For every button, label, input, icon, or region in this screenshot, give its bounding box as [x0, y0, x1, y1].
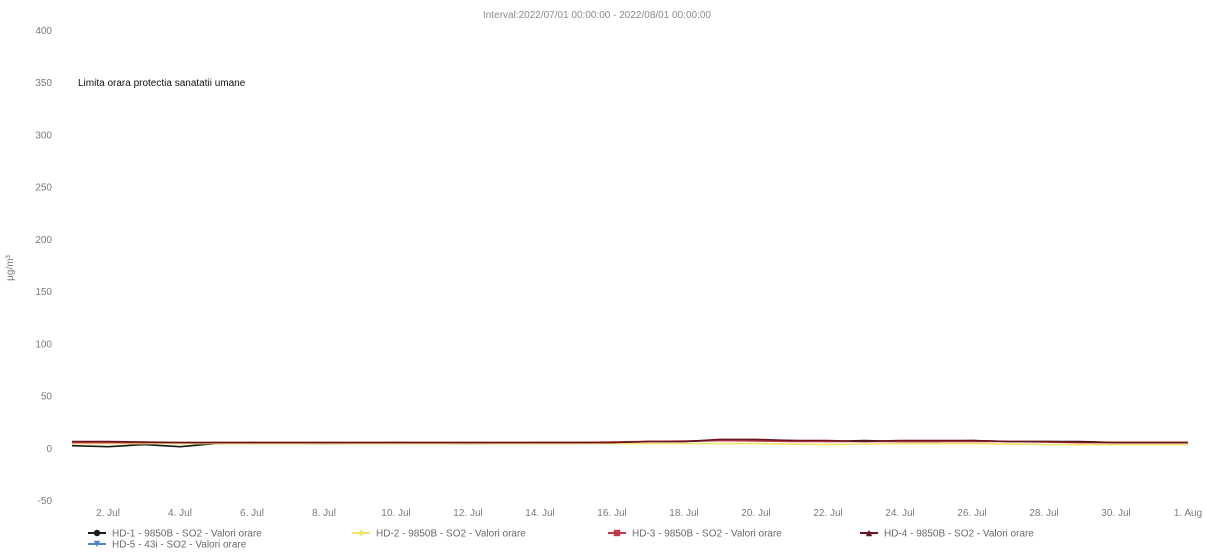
y-tick-label: 50: [41, 392, 53, 403]
chart-title: Interval:2022/07/01 00:00:00 - 2022/08/0…: [483, 10, 711, 21]
x-tick-label: 2. Jul: [96, 508, 120, 519]
legend-label: HD-4 - 9850B - SO2 - Valori orare: [884, 529, 1034, 540]
x-tick-label: 30. Jul: [1101, 508, 1130, 519]
legend-item[interactable]: HD-1 - 9850B - SO2 - Valori orare: [88, 529, 262, 540]
legend-marker: [357, 529, 365, 537]
x-tick-label: 6. Jul: [240, 508, 264, 519]
y-tick-label: 300: [35, 130, 52, 141]
x-tick-label: 18. Jul: [669, 508, 698, 519]
y-tick-label: 250: [35, 183, 52, 194]
x-tick-label: 1. Aug: [1174, 508, 1202, 519]
x-tick-label: 8. Jul: [312, 508, 336, 519]
x-tick-label: 22. Jul: [813, 508, 842, 519]
x-tick-label: 12. Jul: [453, 508, 482, 519]
legend-item[interactable]: HD-4 - 9850B - SO2 - Valori orare: [860, 529, 1034, 540]
legend-marker: [613, 529, 621, 537]
y-tick-label: 200: [35, 235, 52, 246]
x-tick-label: 26. Jul: [957, 508, 986, 519]
legend-label: HD-3 - 9850B - SO2 - Valori orare: [632, 529, 782, 540]
legend: HD-1 - 9850B - SO2 - Valori orare HD-2 - …: [88, 529, 1034, 551]
legend-item[interactable]: HD-3 - 9850B - SO2 - Valori orare: [608, 529, 782, 540]
series-layer: [71, 438, 1188, 448]
legend-item[interactable]: HD-2 - 9850B - SO2 - Valori orare: [352, 529, 526, 540]
series-line: [72, 442, 1188, 446]
y-axis-label: µg/m³: [5, 254, 16, 280]
y-tick-label: 100: [35, 339, 52, 350]
axis-layer: -50 0 50 100 150 200 250 300 350 400 2. Jul 4. Jul 6…: [35, 26, 1202, 519]
x-tick-label: 24. Jul: [885, 508, 914, 519]
y-tick-label: 150: [35, 287, 52, 298]
y-tick-label: 350: [35, 78, 52, 89]
legend-label: HD-5 - 43i - SO2 - Valori orare: [112, 540, 247, 551]
series-line: [72, 438, 1188, 444]
legend-item[interactable]: HD-5 - 43i - SO2 - Valori orare: [88, 540, 247, 551]
x-tick-label: 28. Jul: [1029, 508, 1058, 519]
legend-marker: [865, 529, 873, 537]
x-tick-label: 14. Jul: [525, 508, 554, 519]
legend-label: HD-2 - 9850B - SO2 - Valori orare: [376, 529, 526, 540]
y-tick-label: 400: [35, 26, 52, 37]
x-tick-label: 10. Jul: [381, 508, 410, 519]
legend-label: HD-1 - 9850B - SO2 - Valori orare: [112, 529, 262, 540]
limit-annotation: Limita orara protectia sanatatii umane: [78, 78, 246, 89]
legend-marker: [93, 529, 101, 537]
x-tick-label: 4. Jul: [168, 508, 192, 519]
y-tick-label: -50: [38, 496, 53, 507]
x-tick-label: 16. Jul: [597, 508, 626, 519]
legend-marker: [93, 540, 101, 548]
x-tick-label: 20. Jul: [741, 508, 770, 519]
y-tick-label: 0: [46, 444, 52, 455]
